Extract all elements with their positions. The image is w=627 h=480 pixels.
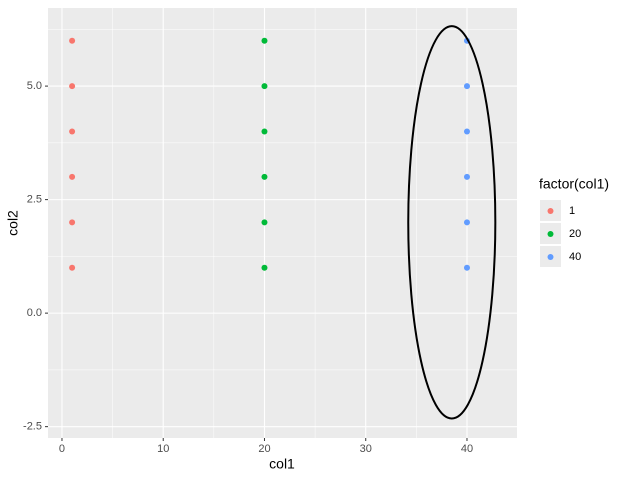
point — [463, 128, 470, 135]
point — [463, 264, 470, 271]
point — [463, 219, 470, 226]
y-tick-label: 0.0 — [27, 307, 42, 319]
point — [69, 128, 76, 135]
point — [69, 264, 76, 271]
point — [261, 37, 268, 44]
point — [463, 173, 470, 180]
point — [69, 37, 76, 44]
point — [261, 219, 268, 226]
legend-label: 20 — [569, 228, 581, 240]
x-tick-label: 0 — [59, 443, 65, 455]
x-tick-label: 10 — [157, 443, 169, 455]
legend-label: 1 — [569, 205, 575, 217]
y-tick-label: -2.5 — [23, 421, 42, 433]
legend-label: 40 — [569, 251, 581, 263]
x-tick-label: 20 — [258, 443, 270, 455]
x-axis-title: col1 — [269, 456, 295, 472]
panel — [48, 8, 517, 438]
legend-swatch — [547, 231, 554, 237]
point — [69, 83, 76, 90]
point — [69, 173, 76, 180]
point — [463, 83, 470, 90]
point — [261, 264, 268, 271]
point — [261, 128, 268, 135]
y-tick-label: 2.5 — [27, 194, 42, 206]
x-tick-label: 40 — [461, 443, 473, 455]
y-axis-title: col2 — [5, 210, 21, 236]
legend-swatch — [547, 254, 554, 260]
x-tick-label: 30 — [360, 443, 372, 455]
point — [261, 83, 268, 90]
legend-title: factor(col1) — [539, 176, 609, 192]
y-tick-label: 5.0 — [27, 80, 42, 92]
legend-swatch — [547, 208, 554, 214]
annotation-ellipse — [407, 25, 497, 420]
point — [261, 173, 268, 180]
point — [69, 219, 76, 226]
